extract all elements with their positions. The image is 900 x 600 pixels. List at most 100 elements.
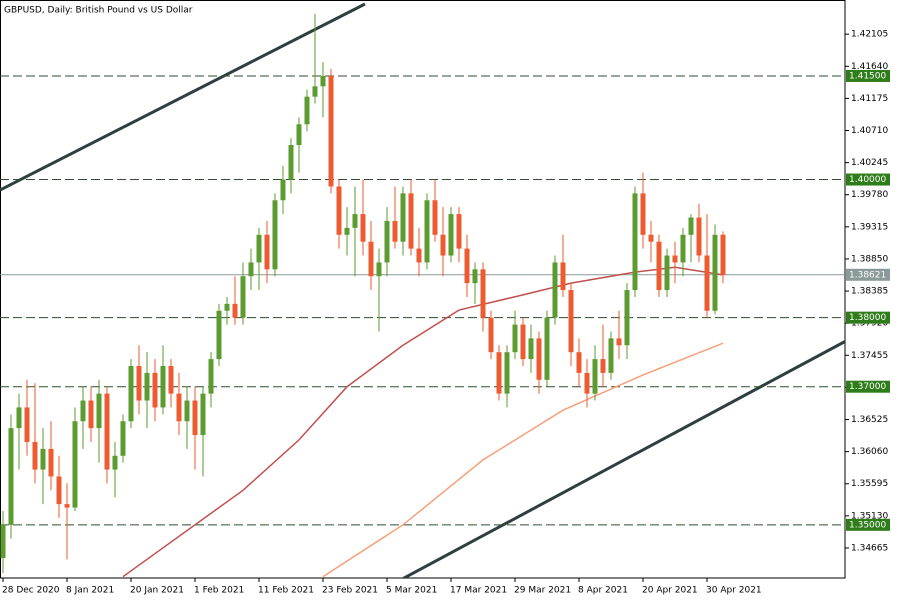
candle-body xyxy=(56,476,62,505)
candle-body xyxy=(592,359,598,394)
y-tick-label: 1.41175 xyxy=(851,94,888,104)
candle-body xyxy=(640,193,646,235)
chart-title: GBPUSD, Daily: British Pound vs US Dolla… xyxy=(4,6,193,16)
candle-body xyxy=(608,338,614,373)
lower-trend-line xyxy=(400,339,845,578)
candle-body xyxy=(552,262,558,318)
candle-body xyxy=(264,234,270,270)
trend-lines xyxy=(0,2,845,578)
candle-body xyxy=(328,75,334,187)
candle-body xyxy=(0,524,6,558)
candle-body xyxy=(144,372,150,401)
candle-body xyxy=(624,290,630,346)
x-tick-label: 11 Feb 2021 xyxy=(258,586,314,596)
upper-trend-line xyxy=(0,2,366,192)
candle-body xyxy=(64,504,70,508)
candle-body xyxy=(520,324,526,360)
candle-body xyxy=(672,255,678,263)
candle-body xyxy=(528,338,534,360)
candle-body xyxy=(216,310,222,360)
candle-body xyxy=(696,217,702,256)
candle-body xyxy=(536,338,542,380)
candle-body xyxy=(288,145,294,180)
candle-body xyxy=(440,234,446,256)
x-tick-label: 30 Apr 2021 xyxy=(706,586,762,596)
candle-body xyxy=(280,179,286,201)
x-tick-label: 20 Jan 2021 xyxy=(130,586,184,596)
candle-body xyxy=(664,255,670,291)
candle-body xyxy=(128,365,134,422)
moving-average xyxy=(322,342,724,578)
plot xyxy=(0,13,845,578)
candle-body xyxy=(464,248,470,284)
candle-body xyxy=(360,214,366,242)
y-tick-label: 1.37455 xyxy=(851,351,888,361)
x-tick-label: 29 Mar 2021 xyxy=(514,586,571,596)
candle-body xyxy=(376,262,382,277)
candle-body xyxy=(392,220,398,242)
level-label: 1.35000 xyxy=(849,520,886,530)
candle-body xyxy=(632,193,638,291)
candle-body xyxy=(168,365,174,394)
candle-body xyxy=(336,186,342,235)
y-tick-label: 1.40245 xyxy=(851,158,888,168)
candle-body xyxy=(184,400,190,422)
candle-body xyxy=(496,352,502,394)
level-label: 1.37000 xyxy=(849,382,886,392)
candle-body xyxy=(504,352,510,394)
candle-body xyxy=(208,359,214,394)
candle-body xyxy=(120,421,126,456)
x-tick-label: 1 Feb 2021 xyxy=(194,586,244,596)
current-price-tag xyxy=(846,268,890,281)
level-tag xyxy=(846,173,890,186)
candle-body xyxy=(232,303,238,318)
candle-body xyxy=(200,393,206,436)
candle-body xyxy=(136,365,142,401)
current-price-label: 1.38621 xyxy=(849,270,886,280)
candle-body xyxy=(312,86,318,97)
candle-body xyxy=(16,407,22,429)
candle-body xyxy=(384,220,390,263)
candle-body xyxy=(408,193,414,249)
x-tick-label: 8 Jan 2021 xyxy=(66,586,114,596)
candle-body xyxy=(488,317,494,353)
candle-body xyxy=(24,407,30,442)
candle-body xyxy=(48,448,54,477)
x-tick-label: 28 Dec 2020 xyxy=(2,586,60,596)
candle-body xyxy=(568,290,574,353)
candle-body xyxy=(456,214,462,249)
candle-body xyxy=(344,227,350,235)
y-tick-label: 1.42105 xyxy=(851,30,888,40)
candle-body xyxy=(616,338,622,346)
candle-body xyxy=(656,241,662,291)
candle-body xyxy=(152,372,158,408)
x-tick-label: 17 Mar 2021 xyxy=(450,586,507,596)
y-tick-label: 1.40710 xyxy=(851,126,888,136)
candle-body xyxy=(560,262,566,291)
candle-body xyxy=(368,241,374,277)
candle-body xyxy=(448,214,454,256)
plot-frame xyxy=(0,0,846,579)
candle-body xyxy=(296,124,302,146)
level-tag xyxy=(846,311,890,324)
moving-average xyxy=(122,266,724,578)
y-tick-label: 1.35595 xyxy=(851,479,888,489)
candle-body xyxy=(544,317,550,380)
level-tag xyxy=(846,380,890,393)
y-tick-label: 1.39315 xyxy=(851,222,888,232)
level-label: 1.41500 xyxy=(849,71,886,81)
candle-body xyxy=(256,234,262,263)
candle-body xyxy=(176,393,182,422)
candle-body xyxy=(576,352,582,373)
candle-body xyxy=(272,200,278,270)
candle-body xyxy=(320,75,326,87)
y-tick-label: 1.41640 xyxy=(851,62,888,72)
candle-body xyxy=(600,359,606,373)
candle-body xyxy=(96,393,102,429)
x-tick-label: 8 Apr 2021 xyxy=(578,586,628,596)
level-label: 1.40000 xyxy=(849,175,886,185)
candle-body xyxy=(40,448,46,470)
y-tick-label: 1.37920 xyxy=(851,319,888,329)
candle-body xyxy=(704,255,710,311)
